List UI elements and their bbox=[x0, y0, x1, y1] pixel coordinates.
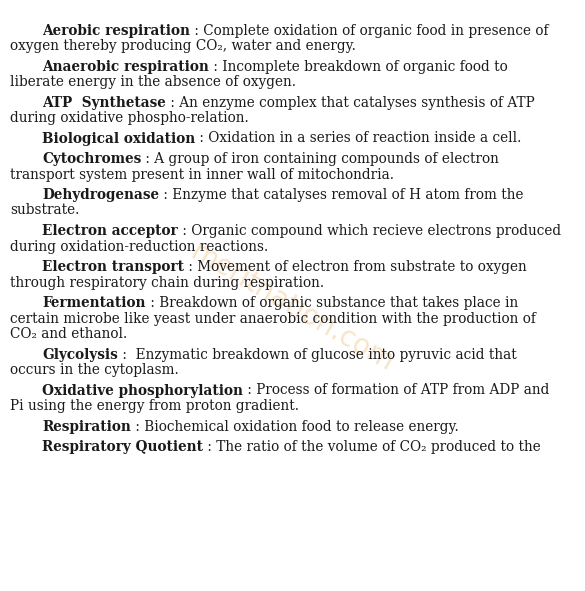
Text: occurs in the cytoplasm.: occurs in the cytoplasm. bbox=[10, 363, 179, 377]
Text: Biological oxidation: Biological oxidation bbox=[42, 132, 195, 145]
Text: : Incomplete breakdown of organic food to: : Incomplete breakdown of organic food t… bbox=[209, 60, 508, 73]
Text: : Breakdown of organic substance that takes place in: : Breakdown of organic substance that ta… bbox=[146, 296, 518, 310]
Text: : Complete oxidation of organic food in presence of: : Complete oxidation of organic food in … bbox=[190, 24, 549, 37]
Text: Glycolysis: Glycolysis bbox=[42, 348, 118, 362]
Text: during oxidation-reduction reactions.: during oxidation-reduction reactions. bbox=[10, 239, 269, 254]
Text: : Organic compound which recieve electrons produced: : Organic compound which recieve electro… bbox=[178, 224, 561, 238]
Text: : Enzyme that catalyses removal of H atom from the: : Enzyme that catalyses removal of H ato… bbox=[159, 188, 524, 202]
Text: : Process of formation of ATP from ADP and: : Process of formation of ATP from ADP a… bbox=[243, 384, 549, 398]
Text: certain microbe like yeast under anaerobic condition with the production of: certain microbe like yeast under anaerob… bbox=[10, 311, 536, 326]
Text: :  Enzymatic breakdown of glucose into pyruvic acid that: : Enzymatic breakdown of glucose into py… bbox=[118, 348, 517, 362]
Text: oxygen thereby producing CO₂, water and energy.: oxygen thereby producing CO₂, water and … bbox=[10, 39, 356, 53]
Text: meritnation.com: meritnation.com bbox=[186, 238, 399, 377]
Text: Anaerobic respiration: Anaerobic respiration bbox=[42, 60, 209, 73]
Text: : A group of iron containing compounds of electron: : A group of iron containing compounds o… bbox=[141, 152, 499, 166]
Text: Respiratory Quotient: Respiratory Quotient bbox=[42, 440, 203, 454]
Text: transport system present in inner wall of mitochondria.: transport system present in inner wall o… bbox=[10, 167, 394, 181]
Text: Oxidative phosphorylation: Oxidative phosphorylation bbox=[42, 384, 243, 398]
Text: liberate energy in the absence of oxygen.: liberate energy in the absence of oxygen… bbox=[10, 75, 296, 89]
Text: : Biochemical oxidation food to release energy.: : Biochemical oxidation food to release … bbox=[131, 420, 459, 434]
Text: : Oxidation in a series of reaction inside a cell.: : Oxidation in a series of reaction insi… bbox=[195, 132, 522, 145]
Text: Pi using the energy from proton gradient.: Pi using the energy from proton gradient… bbox=[10, 399, 299, 413]
Text: : The ratio of the volume of CO₂ produced to the: : The ratio of the volume of CO₂ produce… bbox=[203, 440, 541, 454]
Text: CO₂ and ethanol.: CO₂ and ethanol. bbox=[10, 327, 128, 341]
Text: Fermentation: Fermentation bbox=[42, 296, 146, 310]
Text: Aerobic respiration: Aerobic respiration bbox=[42, 24, 190, 37]
Text: Dehydrogenase: Dehydrogenase bbox=[42, 188, 159, 202]
Text: through respiratory chain during respiration.: through respiratory chain during respira… bbox=[10, 275, 324, 290]
Text: Respiration: Respiration bbox=[42, 420, 131, 434]
Text: : Movement of electron from substrate to oxygen: : Movement of electron from substrate to… bbox=[184, 260, 526, 274]
Text: Electron acceptor: Electron acceptor bbox=[42, 224, 178, 238]
Text: Electron transport: Electron transport bbox=[42, 260, 184, 274]
Text: : An enzyme complex that catalyses synthesis of ATP: : An enzyme complex that catalyses synth… bbox=[166, 96, 535, 109]
Text: Cytochromes: Cytochromes bbox=[42, 152, 141, 166]
Text: substrate.: substrate. bbox=[10, 203, 80, 217]
Text: during oxidative phospho-relation.: during oxidative phospho-relation. bbox=[10, 111, 249, 125]
Text: ATP  Synthetase: ATP Synthetase bbox=[42, 96, 166, 109]
